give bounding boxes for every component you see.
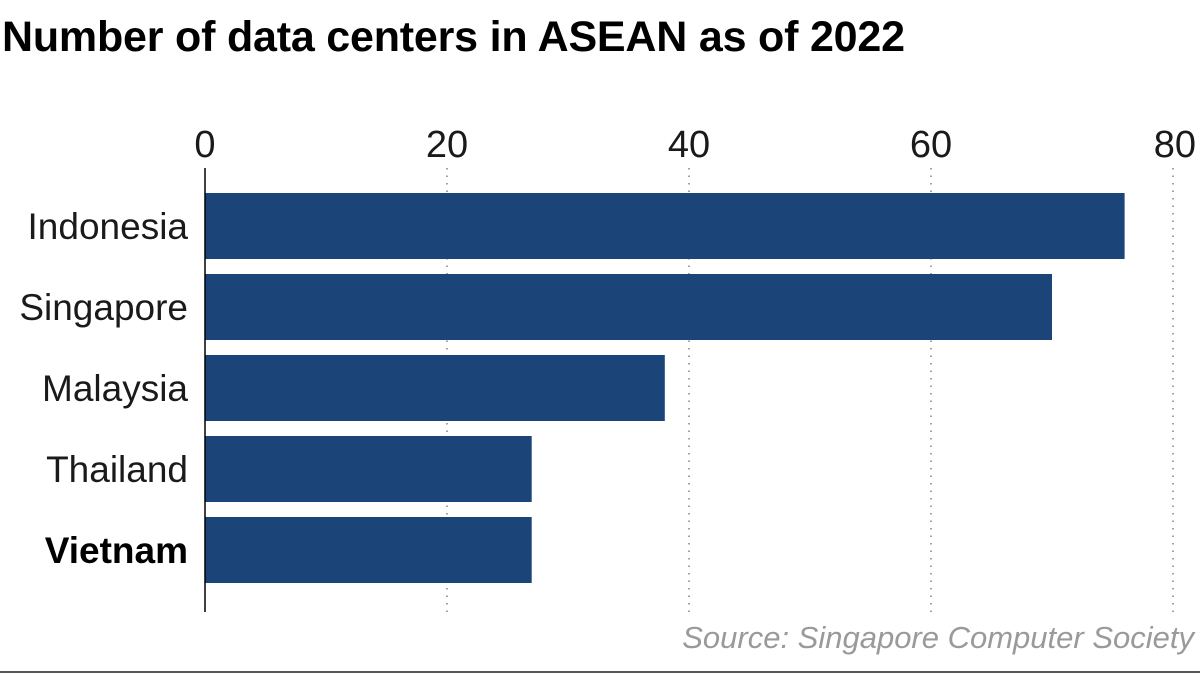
bar-singapore bbox=[205, 274, 1052, 340]
source-note: Source: Singapore Computer Society bbox=[682, 620, 1194, 655]
bars bbox=[205, 193, 1125, 583]
bar-thailand bbox=[205, 436, 532, 502]
bar-malaysia bbox=[205, 355, 665, 421]
category-label-singapore: Singapore bbox=[19, 287, 188, 328]
category-label-vietnam: Vietnam bbox=[45, 530, 188, 571]
x-tick-label: 40 bbox=[668, 124, 710, 166]
x-tick-label: 60 bbox=[910, 124, 952, 166]
bar-vietnam bbox=[205, 517, 532, 583]
category-label-indonesia: Indonesia bbox=[28, 206, 189, 247]
bar-indonesia bbox=[205, 193, 1125, 259]
x-axis-ticks: 0 20 40 60 80 bbox=[194, 124, 1196, 166]
category-label-thailand: Thailand bbox=[46, 449, 188, 490]
x-tick-label: 80 bbox=[1154, 124, 1196, 166]
x-tick-label: 0 bbox=[194, 124, 215, 166]
category-label-malaysia: Malaysia bbox=[42, 368, 188, 409]
chart-title: Number of data centers in ASEAN as of 20… bbox=[2, 13, 905, 61]
bottom-rule bbox=[0, 671, 1200, 673]
category-labels: Indonesia Singapore Malaysia Thailand Vietna… bbox=[19, 206, 188, 571]
x-tick-label: 20 bbox=[426, 124, 468, 166]
